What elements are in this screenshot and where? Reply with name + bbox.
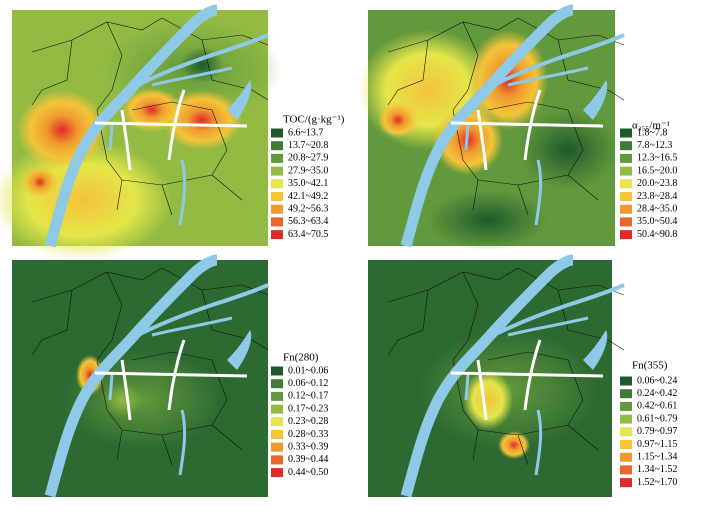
- legend-label: 0.24~0.42: [637, 388, 677, 399]
- legend-swatch: [620, 478, 632, 488]
- legend-swatch: [620, 230, 632, 240]
- legend-swatch: [271, 204, 283, 214]
- legend-label: 35.0~50.4: [637, 216, 677, 227]
- legend-swatch: [620, 128, 632, 138]
- legend-label: 63.4~70.5: [288, 229, 328, 240]
- legend-label: 28.4~35.0: [637, 203, 677, 214]
- legend-swatch: [620, 401, 632, 411]
- legend-swatch: [271, 391, 283, 401]
- legend-swatch: [271, 430, 283, 439]
- legend-swatch: [620, 217, 632, 227]
- legend-title: α₃₅₅/m⁻¹: [632, 120, 670, 132]
- legend-label: 0.06~0.12: [288, 378, 328, 389]
- legend-swatch: [620, 204, 632, 214]
- map-panel: [12, 260, 268, 497]
- legend-label: 1.8~7.8: [637, 127, 667, 138]
- legend-title: TOC/(g·kg⁻¹): [283, 114, 345, 126]
- legend-swatch: [620, 153, 632, 163]
- legend-swatch: [620, 452, 632, 462]
- legend-swatch: [271, 141, 283, 151]
- legend-label: 0.39~0.44: [288, 454, 328, 465]
- legend-swatch: [271, 153, 283, 163]
- legend-label: 0.01~0.06: [288, 365, 328, 376]
- legend-label: 49.2~56.3: [288, 203, 328, 214]
- legend-swatch: [620, 414, 632, 424]
- legend-swatch: [271, 455, 283, 465]
- legend-label: 16.5~20.0: [637, 165, 677, 176]
- legend-label: 0.12~0.17: [288, 391, 328, 402]
- legend-swatch: [620, 376, 632, 386]
- legend-label: 13.7~20.8: [288, 140, 328, 151]
- legend-swatch: [271, 230, 283, 240]
- legend-swatch: [271, 417, 283, 427]
- legend-label: 0.97~1.15: [637, 439, 677, 450]
- legend-swatch: [271, 379, 283, 389]
- legend-label: 7.8~12.3: [637, 140, 672, 151]
- legend-swatch: [271, 179, 283, 189]
- legend-label: 20.0~23.8: [637, 178, 677, 189]
- legend-swatch: [271, 128, 283, 138]
- legend-swatch: [271, 217, 283, 227]
- legend-swatch: [271, 166, 283, 176]
- legend-swatch: [620, 440, 632, 449]
- legend-label: 6.6~13.7: [288, 127, 323, 138]
- legend-swatch: [271, 468, 283, 478]
- legend-title: Fn(355): [632, 360, 668, 372]
- legend-label: 0.28~0.33: [288, 429, 328, 440]
- legend-swatch: [620, 166, 632, 176]
- legend-label: 0.61~0.79: [637, 413, 677, 424]
- legend-label: 0.33~0.39: [288, 441, 328, 452]
- legend-swatch: [271, 366, 283, 376]
- legend-swatch: [620, 389, 632, 399]
- legend-swatch: [620, 192, 632, 201]
- legend-label: 56.3~63.4: [288, 216, 328, 227]
- legend-label: 20.8~27.9: [288, 153, 328, 164]
- legend-label: 0.79~0.97: [637, 426, 677, 437]
- legend-label: 1.52~1.70: [637, 477, 677, 488]
- legend-swatch: [271, 192, 283, 201]
- legend-label: 1.34~1.52: [637, 464, 677, 475]
- legend-title: Fn(280): [283, 352, 319, 364]
- legend-swatch: [620, 141, 632, 151]
- legend-label: 1.15~1.34: [637, 451, 677, 462]
- legend-swatch: [271, 404, 283, 414]
- map-panel: [368, 260, 624, 497]
- legend-label: 35.0~42.1: [288, 178, 328, 189]
- map-panel: [358, 10, 624, 250]
- legend-swatch: [271, 442, 283, 452]
- legend-label: 0.23~0.28: [288, 416, 328, 427]
- legend-label: 0.06~0.24: [637, 375, 677, 386]
- legend-label: 42.1~49.2: [288, 191, 328, 202]
- legend-label: 27.9~35.0: [288, 165, 328, 176]
- map-panel: [0, 10, 282, 260]
- legend-label: 50.4~90.8: [637, 229, 677, 240]
- legend-label: 0.42~0.61: [637, 401, 677, 412]
- legend-swatch: [620, 465, 632, 475]
- legend-swatch: [620, 179, 632, 189]
- legend-label: 0.17~0.23: [288, 403, 328, 414]
- legend-label: 0.44~0.50: [288, 467, 328, 478]
- legend-swatch: [620, 427, 632, 437]
- legend-label: 23.8~28.4: [637, 191, 677, 202]
- legend-label: 12.3~16.5: [637, 153, 677, 164]
